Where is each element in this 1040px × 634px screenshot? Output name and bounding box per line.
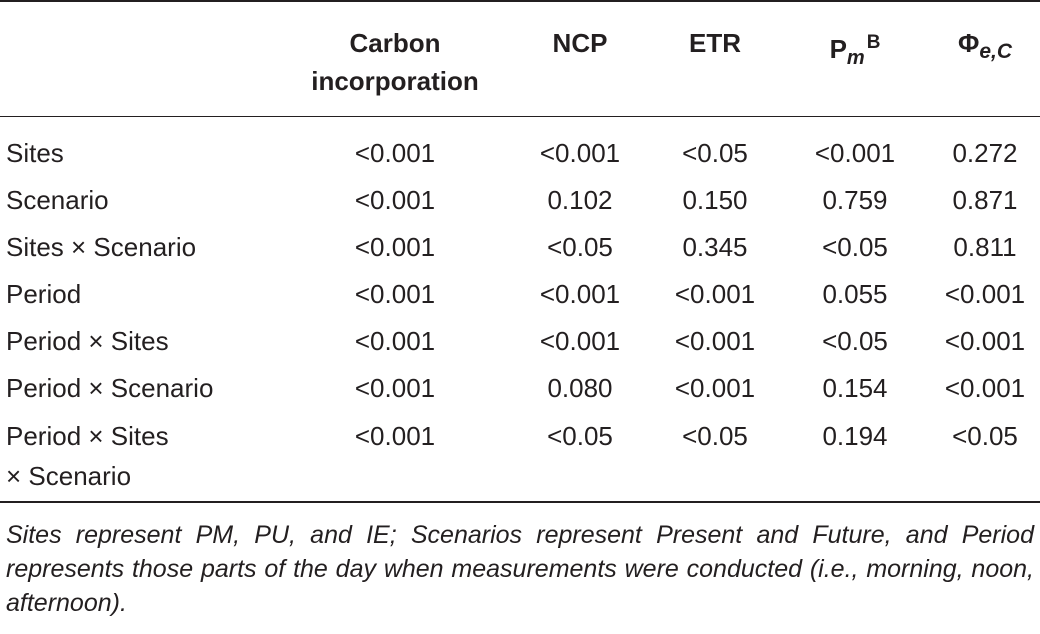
cell-pm: <0.05 (822, 232, 888, 262)
table-footnote: Sites represent PM, PU, and IE; Scenario… (6, 521, 1034, 617)
table-bottom-rule (0, 501, 1040, 503)
header-carbon-line2: incorporation (311, 66, 479, 96)
cell-carbon: <0.001 (354, 232, 436, 262)
cell-phi: <0.05 (952, 421, 1018, 451)
row-label: Period × Sites (6, 421, 169, 451)
cell-phi: <0.001 (944, 279, 1026, 309)
cell-etr: <0.001 (674, 279, 756, 309)
cell-pm: 0.154 (822, 373, 888, 403)
table-row: Period × Scenario <0.001 0.080 <0.001 0.… (0, 368, 1040, 408)
header-pm-base: P (829, 34, 847, 64)
header-pm-subscript: m (846, 47, 865, 69)
cell-etr: 0.150 (682, 185, 748, 215)
header-ncp: NCP (552, 28, 608, 58)
cell-phi: 0.811 (953, 232, 1017, 262)
cell-carbon: <0.001 (354, 279, 436, 309)
header-phi-ec: Φe,C (930, 24, 1040, 71)
cell-etr: <0.001 (674, 326, 756, 356)
header-phi-subscript: e,C (979, 40, 1013, 63)
cell-phi: <0.001 (944, 326, 1026, 356)
row-label-continuation: × Scenario (6, 461, 132, 491)
table-row: Period <0.001 <0.001 <0.001 0.055 <0.001 (0, 274, 1040, 314)
cell-ncp: <0.001 (539, 279, 621, 309)
cell-ncp: <0.05 (547, 421, 613, 451)
cell-pm: 0.055 (822, 279, 888, 309)
cell-ncp: 0.102 (547, 185, 613, 215)
cell-etr: <0.05 (682, 138, 748, 168)
table-header-rule (0, 116, 1040, 117)
cell-pm: 0.194 (822, 421, 888, 451)
cell-phi: <0.001 (944, 373, 1026, 403)
cell-etr: <0.05 (682, 421, 748, 451)
cell-etr: 0.345 (682, 232, 748, 262)
cell-ncp: 0.080 (547, 373, 613, 403)
header-pm-superscript: B (866, 32, 881, 53)
cell-pm: 0.759 (822, 185, 888, 215)
header-pm-b: PmB (800, 24, 910, 77)
row-label: Scenario (6, 185, 109, 215)
cell-etr: <0.001 (674, 373, 756, 403)
cell-carbon: <0.001 (354, 373, 436, 403)
cell-ncp: <0.001 (539, 138, 621, 168)
row-label: Period × Scenario (6, 373, 214, 403)
table-row: Scenario <0.001 0.102 0.150 0.759 0.871 (0, 180, 1040, 220)
header-phi-base: Φ (957, 28, 980, 58)
table-row: Period × Sites <0.001 <0.001 <0.001 <0.0… (0, 321, 1040, 361)
cell-phi: 0.871 (952, 185, 1018, 215)
header-etr: ETR (689, 28, 741, 58)
cell-ncp: <0.05 (547, 232, 613, 262)
row-label: Period × Sites (6, 326, 169, 356)
table-top-rule (0, 0, 1040, 2)
cell-pm: <0.05 (822, 326, 888, 356)
cell-carbon: <0.001 (354, 138, 436, 168)
cell-carbon: <0.001 (354, 326, 436, 356)
cell-carbon: <0.001 (354, 421, 436, 451)
row-label: Period (6, 279, 82, 309)
header-carbon-incorporation: Carbon incorporation (300, 24, 490, 100)
cell-ncp: <0.001 (539, 326, 621, 356)
table-row: Sites × Scenario <0.001 <0.05 0.345 <0.0… (0, 227, 1040, 267)
table-row: Period × Sites × Scenario <0.001 <0.05 <… (0, 416, 1040, 496)
cell-pm: <0.001 (814, 138, 896, 168)
cell-carbon: <0.001 (354, 185, 436, 215)
header-carbon-line1: Carbon (349, 28, 441, 58)
row-label: Sites × Scenario (6, 232, 197, 262)
table-row: Sites <0.001 <0.001 <0.05 <0.001 0.272 (0, 133, 1040, 173)
cell-phi: 0.272 (952, 138, 1018, 168)
row-label: Sites (6, 138, 64, 168)
